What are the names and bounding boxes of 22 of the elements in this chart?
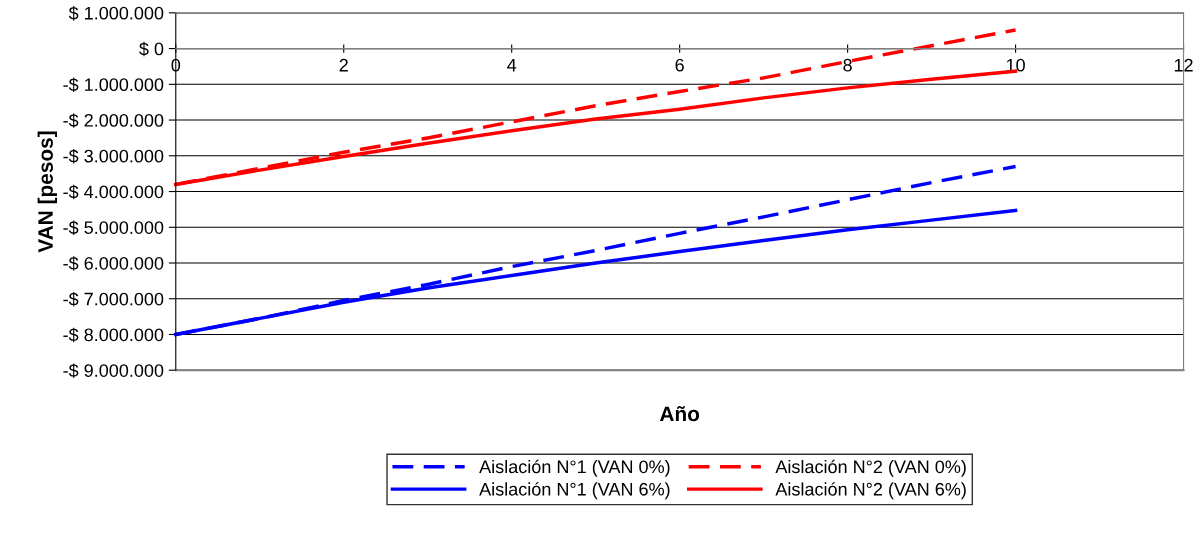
- y-tick-label: -$ 5.000.000: [63, 220, 164, 236]
- y-tick-label: -$ 2.000.000: [63, 113, 164, 128]
- y-tick-label: -$ 4.000.000: [63, 184, 164, 200]
- y-tick-label: $ 1.000.000: [68, 6, 164, 21]
- x-tick-label: 4: [507, 58, 517, 72]
- y-tick-label: -$ 1.000.000: [63, 77, 164, 93]
- y-tick-label: -$ 8.000.000: [63, 327, 164, 343]
- x-tick-label: 8: [843, 58, 852, 72]
- y-tick-label: -$ 6.000.000: [63, 256, 164, 271]
- x-tick-label: 2: [339, 58, 348, 72]
- y-axis-title: VAN [pesos]: [37, 131, 58, 253]
- y-tick-label: -$ 3.000.000: [63, 148, 164, 164]
- x-tick-label: 6: [675, 58, 684, 72]
- legend-label: Aislación N°1 (VAN 0%): [479, 459, 670, 477]
- legend-label: Aislación N°2 (VAN 0%): [775, 459, 966, 477]
- y-tick-label: -$ 9.000.000: [63, 363, 164, 379]
- x-axis-title: Año: [659, 406, 700, 422]
- y-tick-label: -$ 7.000.000: [63, 291, 164, 307]
- legend-label: Aislación N°1 (VAN 6%): [479, 482, 670, 500]
- x-tick-label: 12: [1174, 58, 1193, 72]
- y-tick-label: $ 0: [139, 41, 164, 57]
- legend-label: Aislación N°2 (VAN 6%): [775, 482, 966, 500]
